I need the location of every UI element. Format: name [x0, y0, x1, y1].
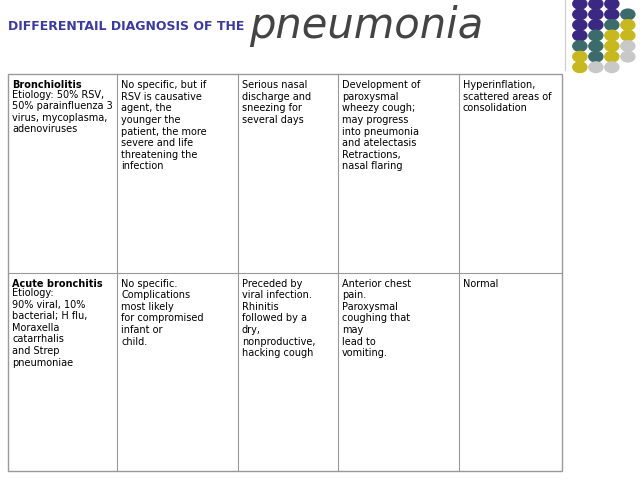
Text: Bronchiolitis: Bronchiolitis	[12, 80, 82, 90]
Text: Normal: Normal	[463, 278, 498, 288]
Circle shape	[605, 41, 619, 51]
Text: Hyperinflation,
scattered areas of
consolidation: Hyperinflation, scattered areas of conso…	[463, 80, 551, 113]
Circle shape	[621, 20, 635, 30]
Circle shape	[605, 9, 619, 20]
Text: DIFFERENTAIL DIAGNOSIS OF THE: DIFFERENTAIL DIAGNOSIS OF THE	[8, 20, 244, 33]
Circle shape	[621, 51, 635, 62]
Bar	[8, 74, 562, 471]
Circle shape	[573, 41, 587, 51]
Circle shape	[573, 30, 587, 41]
Text: pneumonia: pneumonia	[250, 5, 484, 48]
Text: Serious nasal
discharge and
sneezing for
several days: Serious nasal discharge and sneezing for…	[242, 80, 311, 125]
Text: Etiology: 50% RSV,
50% parainfluenza 3
virus, mycoplasma,
adenoviruses: Etiology: 50% RSV, 50% parainfluenza 3 v…	[12, 90, 113, 134]
Text: Preceded by
viral infection.
Rhinitis
followed by a
dry,
nonproductive,
hacking : Preceded by viral infection. Rhinitis fo…	[242, 278, 316, 358]
Circle shape	[589, 20, 603, 30]
Text: Development of
paroxysmal
wheezy cough;
may progress
into pneumonia
and atelecta: Development of paroxysmal wheezy cough; …	[342, 80, 420, 171]
Text: Anterior chest
pain.
Paroxysmal
coughing that
may
lead to
vomiting.: Anterior chest pain. Paroxysmal coughing…	[342, 278, 411, 358]
Circle shape	[589, 51, 603, 62]
Circle shape	[621, 30, 635, 41]
Circle shape	[589, 0, 603, 9]
Circle shape	[605, 51, 619, 62]
Circle shape	[589, 62, 603, 72]
Circle shape	[605, 30, 619, 41]
Text: No specific, but if
RSV is causative
agent, the
younger the
patient, the more
se: No specific, but if RSV is causative age…	[121, 80, 207, 171]
Circle shape	[605, 20, 619, 30]
Text: No specific.
Complications
most likely
for compromised
infant or
child.: No specific. Complications most likely f…	[121, 278, 204, 347]
Text: Acute bronchitis: Acute bronchitis	[12, 278, 103, 288]
Circle shape	[589, 30, 603, 41]
Circle shape	[589, 41, 603, 51]
Circle shape	[573, 0, 587, 9]
Text: Etiology:
90% viral, 10%
bacterial; H flu,
Moraxella
catarrhalis
and Strep
pneum: Etiology: 90% viral, 10% bacterial; H fl…	[12, 288, 88, 368]
Circle shape	[573, 51, 587, 62]
Circle shape	[573, 9, 587, 20]
Circle shape	[573, 62, 587, 72]
Circle shape	[621, 41, 635, 51]
Circle shape	[589, 9, 603, 20]
Circle shape	[605, 62, 619, 72]
Circle shape	[573, 20, 587, 30]
Circle shape	[621, 9, 635, 20]
Circle shape	[605, 0, 619, 9]
